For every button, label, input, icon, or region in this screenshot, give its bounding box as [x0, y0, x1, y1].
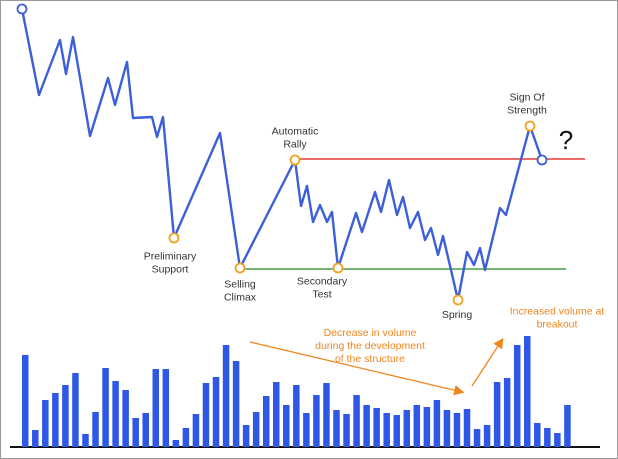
volume-bar — [142, 413, 149, 447]
volume-bar — [564, 405, 571, 447]
volume-bar — [383, 413, 390, 447]
volume-bar — [222, 345, 230, 447]
volume-bar — [423, 407, 431, 447]
event-label: Rally — [283, 138, 307, 150]
volume-bar — [343, 414, 350, 447]
price-line — [20, 8, 544, 302]
volume-bar — [313, 395, 320, 447]
volume-bar — [493, 382, 501, 447]
volume-bar — [513, 345, 521, 447]
volume-bar — [534, 423, 541, 447]
volume-bar — [92, 412, 99, 447]
volume-bar — [293, 385, 300, 447]
volume-bar — [323, 383, 330, 447]
volume-bar — [463, 409, 471, 447]
volume-bar — [22, 355, 29, 447]
event-point — [452, 294, 464, 306]
volume-bar — [102, 368, 109, 447]
volume-bar — [112, 381, 119, 447]
event-label: Preliminary — [144, 250, 197, 262]
volume-bar — [262, 396, 270, 447]
increase-arrow — [471, 337, 504, 387]
volume-bar — [42, 400, 49, 447]
volume-bar — [72, 373, 79, 447]
volume-bar — [192, 414, 200, 447]
event-label: Spring — [442, 309, 473, 321]
annotation: Increased volume at — [510, 305, 605, 317]
volume-bar — [524, 336, 531, 447]
volume-bar — [152, 369, 160, 447]
event-point — [332, 262, 344, 274]
volume-bar — [162, 369, 170, 447]
annotation: during the development — [315, 340, 425, 352]
volume-bar — [212, 377, 220, 447]
event-label: Secondary — [297, 275, 348, 287]
event-point — [536, 154, 548, 166]
event-label: Strength — [507, 104, 547, 116]
volume-bar — [443, 410, 451, 447]
volume-bar — [52, 393, 59, 447]
event-label: Sign Of — [509, 91, 544, 103]
volume-bar — [473, 429, 481, 447]
volume-bar — [503, 378, 511, 447]
volume-bar — [544, 428, 551, 447]
decrease-arrow — [249, 341, 465, 396]
event-label: ? — [559, 125, 573, 155]
event-point — [524, 120, 536, 132]
volume-bar — [273, 382, 280, 447]
volume-bar — [403, 410, 411, 447]
volume-bar — [122, 390, 129, 447]
volume-bar — [62, 385, 69, 447]
annotation: of the structure — [335, 353, 405, 365]
annotation: Decrease in volume — [324, 327, 417, 339]
volume-bar — [172, 440, 180, 447]
volume-bar — [303, 413, 310, 447]
volume-bar — [413, 405, 421, 447]
volume-bar — [554, 433, 561, 447]
volume-bar — [333, 410, 340, 447]
volume-bar — [433, 400, 441, 447]
volume-bar — [393, 415, 400, 447]
event-point — [168, 232, 180, 244]
event-point — [289, 154, 301, 166]
volume-bar — [483, 425, 491, 447]
volume-bar — [283, 405, 290, 447]
volume-bar — [453, 413, 461, 447]
event-label: Test — [312, 288, 331, 300]
volume-bar — [82, 434, 89, 447]
volume-bar — [242, 425, 250, 447]
volume-bar — [202, 383, 210, 447]
event-label: Support — [152, 263, 189, 275]
annotation: breakout — [537, 318, 578, 330]
event-label: Selling — [224, 278, 256, 290]
volume-bar — [252, 412, 260, 447]
volume-bar — [182, 428, 190, 447]
volume-bar — [232, 361, 240, 447]
volume-bar — [363, 405, 370, 447]
volume-bar — [353, 395, 360, 447]
event-label: Automatic — [272, 125, 319, 137]
event-point — [16, 3, 28, 15]
volume-bar — [373, 408, 380, 447]
volume-bar — [132, 418, 139, 447]
event-point — [234, 262, 246, 274]
event-label: Climax — [224, 291, 257, 303]
volume-bar — [32, 430, 39, 447]
